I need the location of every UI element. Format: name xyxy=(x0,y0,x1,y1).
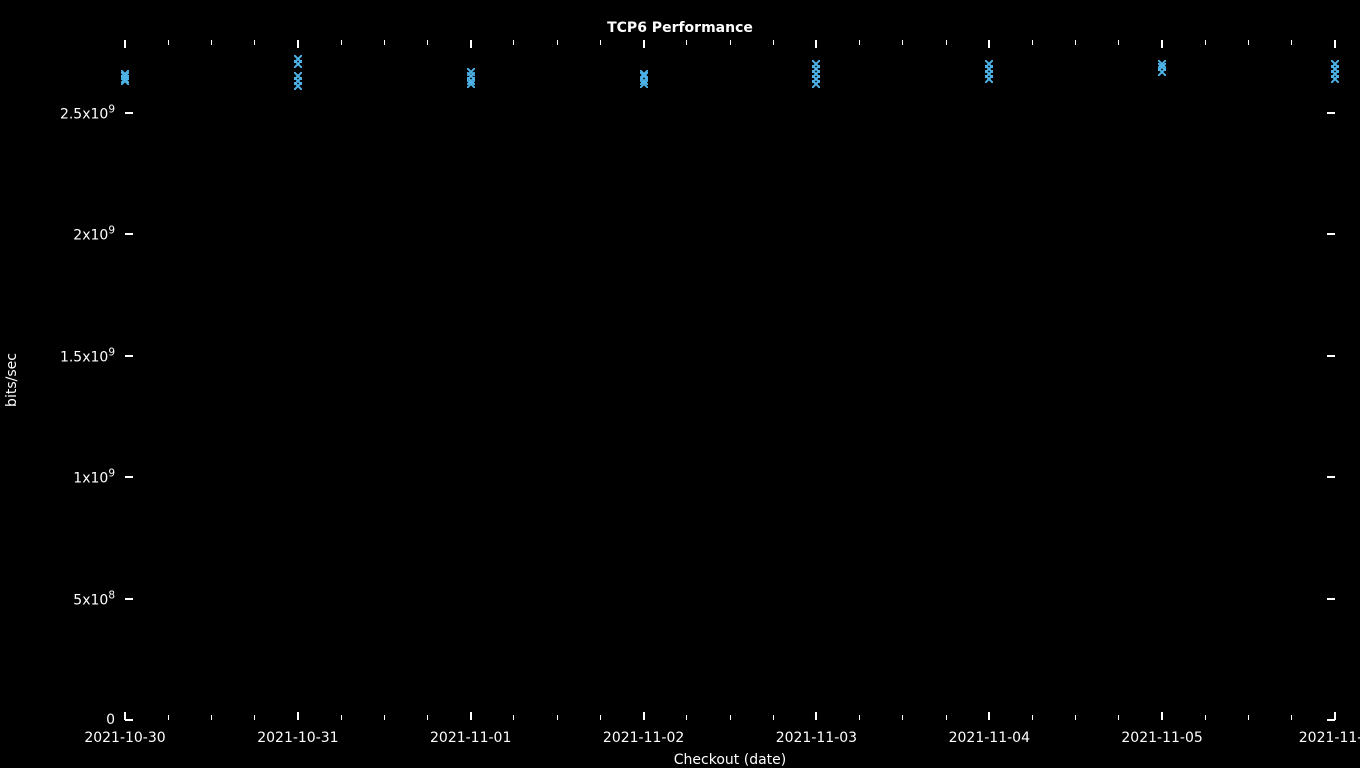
x-tick-mark xyxy=(815,40,817,48)
x-minor-tick xyxy=(557,40,558,45)
x-tick-mark xyxy=(643,712,645,720)
x-minor-tick xyxy=(1032,715,1033,720)
data-point xyxy=(812,80,820,88)
x-minor-tick xyxy=(859,715,860,720)
x-minor-tick xyxy=(859,40,860,45)
x-tick-mark xyxy=(470,40,472,48)
x-tick-mark xyxy=(1161,712,1163,720)
y-tick-label: 2.5x109 xyxy=(60,104,125,123)
x-minor-tick xyxy=(254,40,255,45)
x-minor-tick xyxy=(600,715,601,720)
y-tick-mark xyxy=(1327,476,1335,478)
x-minor-tick xyxy=(1118,40,1119,45)
x-tick-label: 2021-11-02 xyxy=(603,720,684,746)
x-minor-tick xyxy=(902,40,903,45)
x-minor-tick xyxy=(427,715,428,720)
x-minor-tick xyxy=(730,40,731,45)
x-minor-tick xyxy=(384,40,385,45)
chart-container: TCP6 Performance 05x1081x1091.5x1092x109… xyxy=(0,0,1360,768)
x-minor-tick xyxy=(1291,715,1292,720)
y-tick-mark xyxy=(125,476,133,478)
x-tick-mark xyxy=(124,40,126,48)
x-tick-mark xyxy=(1161,40,1163,48)
x-minor-tick xyxy=(1075,40,1076,45)
x-minor-tick xyxy=(1205,715,1206,720)
y-tick-label: 2x109 xyxy=(73,225,125,244)
data-point xyxy=(985,75,993,83)
x-tick-label: 2021-11-03 xyxy=(776,720,857,746)
x-minor-tick xyxy=(254,715,255,720)
data-point xyxy=(294,60,302,68)
x-tick-label: 2021-10-31 xyxy=(257,720,338,746)
y-tick-mark xyxy=(1327,233,1335,235)
x-tick-mark xyxy=(1334,712,1336,720)
x-minor-tick xyxy=(600,40,601,45)
x-tick-mark xyxy=(124,712,126,720)
x-tick-mark xyxy=(815,712,817,720)
x-minor-tick xyxy=(513,715,514,720)
x-tick-label: 2021-10-30 xyxy=(84,720,165,746)
x-tick-mark xyxy=(297,40,299,48)
y-tick-label: 5x108 xyxy=(73,589,125,608)
data-point xyxy=(294,82,302,90)
x-minor-tick xyxy=(384,715,385,720)
x-minor-tick xyxy=(686,715,687,720)
x-minor-tick xyxy=(946,40,947,45)
y-tick-mark xyxy=(1327,112,1335,114)
x-minor-tick xyxy=(341,715,342,720)
data-point xyxy=(640,80,648,88)
x-minor-tick xyxy=(1118,715,1119,720)
x-minor-tick xyxy=(211,40,212,45)
x-tick-mark xyxy=(988,40,990,48)
x-tick-label: 2021-11-01 xyxy=(430,720,511,746)
y-tick-mark xyxy=(125,233,133,235)
data-point xyxy=(467,80,475,88)
x-minor-tick xyxy=(1032,40,1033,45)
chart-title: TCP6 Performance xyxy=(0,20,1360,36)
x-minor-tick xyxy=(341,40,342,45)
x-minor-tick xyxy=(557,715,558,720)
x-tick-mark xyxy=(297,712,299,720)
x-minor-tick xyxy=(1248,715,1249,720)
data-point xyxy=(1158,68,1166,76)
x-minor-tick xyxy=(427,40,428,45)
x-tick-label: 2021-11-0 xyxy=(1299,720,1360,746)
x-minor-tick xyxy=(211,715,212,720)
x-tick-label: 2021-11-05 xyxy=(1121,720,1202,746)
y-tick-mark xyxy=(125,598,133,600)
x-tick-label: 2021-11-04 xyxy=(949,720,1030,746)
x-minor-tick xyxy=(902,715,903,720)
y-tick-mark xyxy=(1327,598,1335,600)
y-tick-mark xyxy=(125,112,133,114)
x-minor-tick xyxy=(168,40,169,45)
x-tick-mark xyxy=(988,712,990,720)
plot-area: 05x1081x1091.5x1092x1092.5x1092021-10-30… xyxy=(125,40,1335,720)
x-minor-tick xyxy=(1291,40,1292,45)
x-minor-tick xyxy=(1075,715,1076,720)
x-minor-tick xyxy=(686,40,687,45)
x-minor-tick xyxy=(773,715,774,720)
x-minor-tick xyxy=(1248,40,1249,45)
x-minor-tick xyxy=(168,715,169,720)
data-point xyxy=(121,77,129,85)
x-minor-tick xyxy=(1205,40,1206,45)
x-axis-title: Checkout (date) xyxy=(125,752,1335,768)
y-tick-mark xyxy=(125,355,133,357)
x-tick-mark xyxy=(470,712,472,720)
x-minor-tick xyxy=(513,40,514,45)
y-tick-label: 1.5x109 xyxy=(60,346,125,365)
x-minor-tick xyxy=(773,40,774,45)
y-axis-title: bits/sec xyxy=(4,353,20,407)
x-minor-tick xyxy=(730,715,731,720)
x-tick-mark xyxy=(643,40,645,48)
x-tick-mark xyxy=(1334,40,1336,48)
y-tick-mark xyxy=(1327,355,1335,357)
y-tick-label: 1x109 xyxy=(73,468,125,487)
data-point xyxy=(1331,75,1339,83)
x-minor-tick xyxy=(946,715,947,720)
